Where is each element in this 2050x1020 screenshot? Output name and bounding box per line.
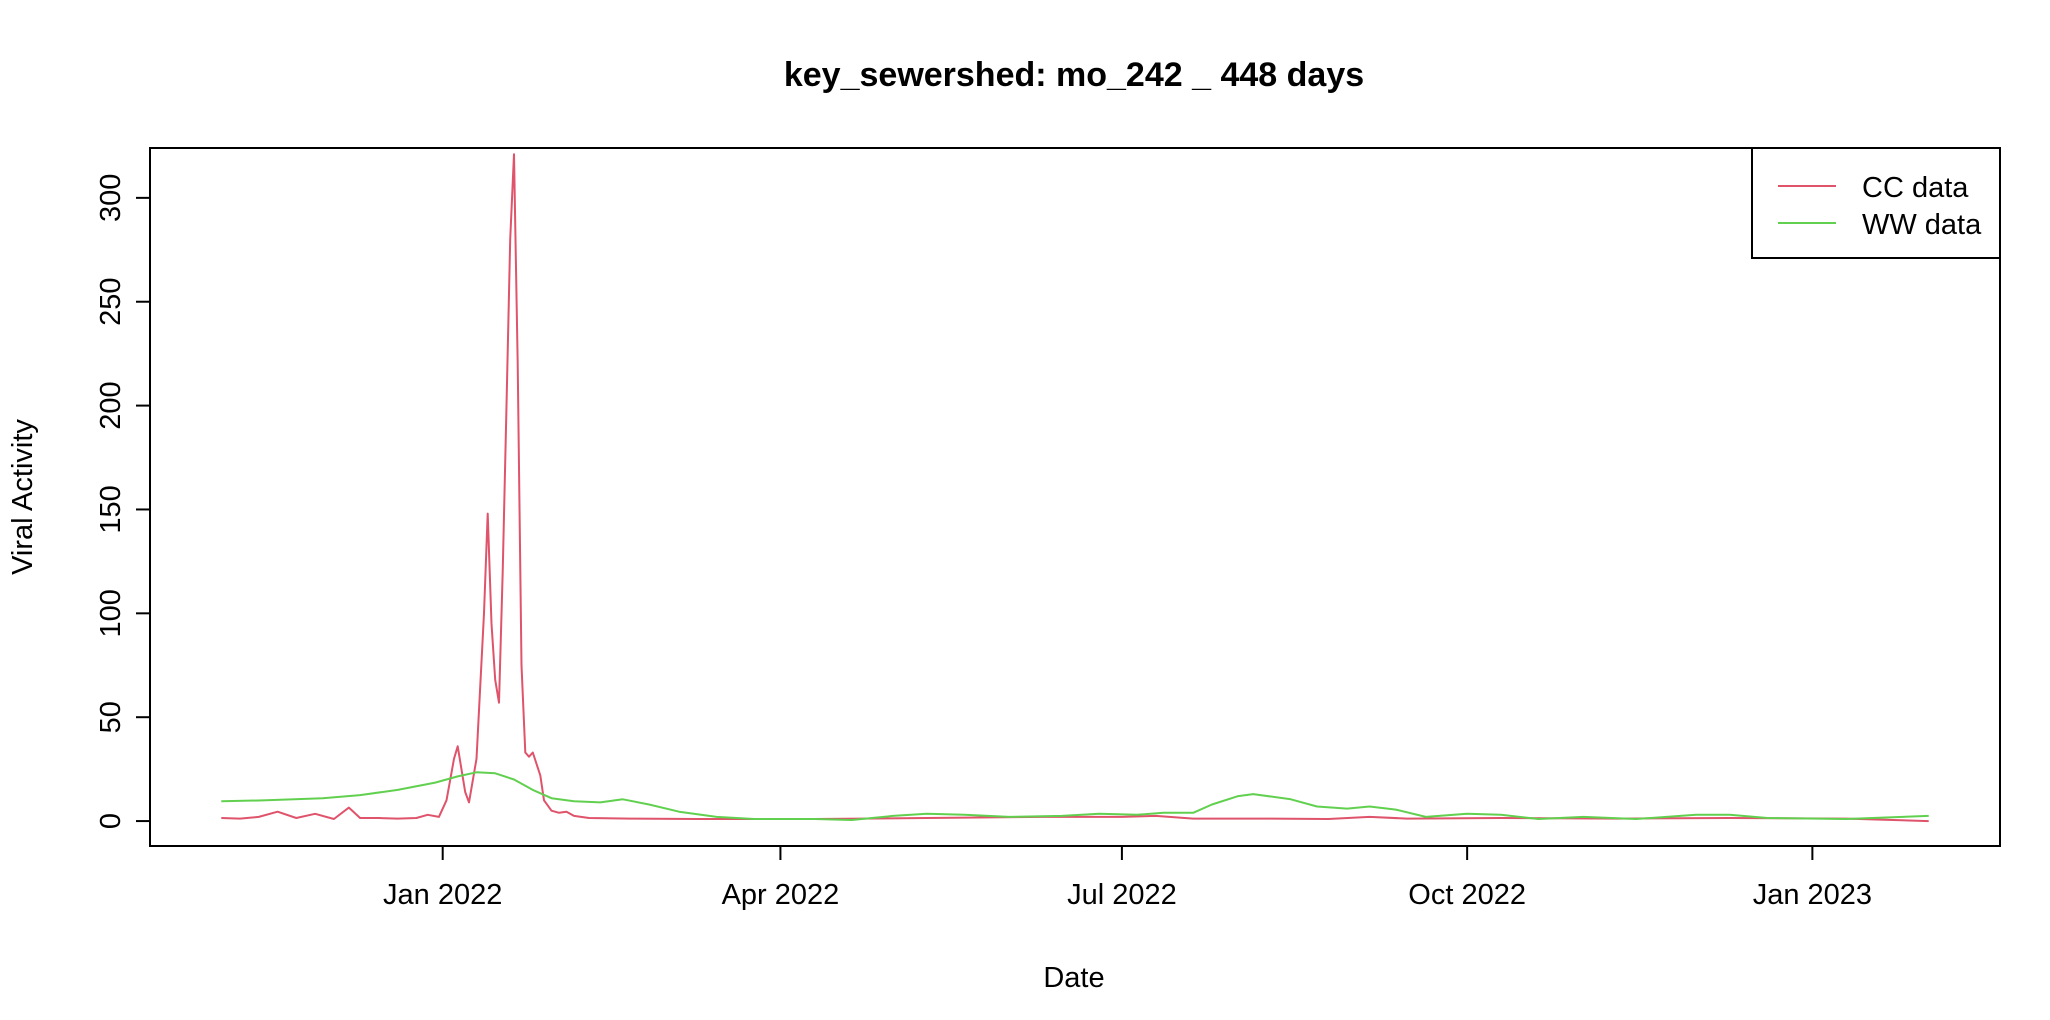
x-tick-label: Jul 2022 — [1067, 879, 1177, 911]
x-axis-label: Date — [1043, 962, 1104, 994]
plot-frame — [149, 147, 2001, 847]
y-tick-label: 100 — [95, 589, 127, 637]
y-axis: 0 50 100 150 200 250 300 — [95, 174, 150, 829]
legend-label-ww-data: WW data — [1862, 209, 1982, 241]
plot-area — [221, 153, 1929, 823]
x-tick-label: Oct 2022 — [1408, 879, 1526, 911]
y-tick-label: 250 — [95, 278, 127, 326]
legend: CC data WW data — [1751, 147, 2001, 259]
y-tick-label: 0 — [95, 813, 127, 829]
y-axis-label: Viral Activity — [7, 419, 39, 575]
x-tick-label: Jan 2023 — [1753, 879, 1872, 911]
series-line-ww-data — [221, 771, 1929, 821]
x-tick-label: Apr 2022 — [722, 879, 840, 911]
chart-title: key_sewershed: mo_242 _ 448 days — [784, 56, 1364, 94]
y-tick-label: 50 — [95, 701, 127, 733]
legend-label-cc-data: CC data — [1862, 172, 1969, 204]
y-tick-label: 150 — [95, 485, 127, 533]
legend-box — [1751, 147, 2001, 259]
x-tick-label: Jan 2022 — [383, 879, 502, 911]
x-axis: Jan 2022 Apr 2022 Jul 2022 Oct 2022 Jan 2023 — [383, 846, 1872, 911]
y-tick-label: 200 — [95, 381, 127, 429]
y-tick-label: 300 — [95, 174, 127, 222]
series-line-cc-data — [221, 153, 1929, 823]
